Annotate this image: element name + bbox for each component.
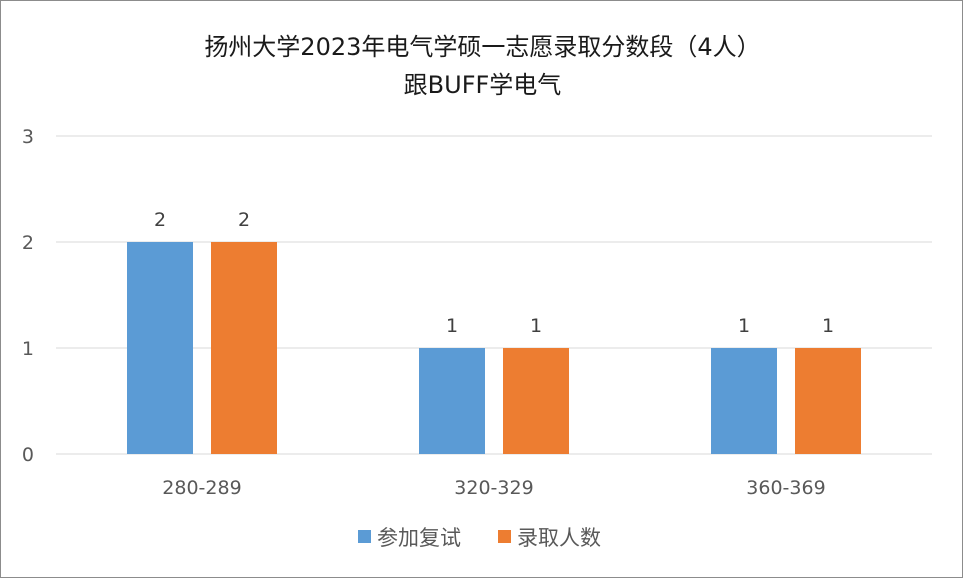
legend-label-2: 录取人数: [517, 526, 601, 550]
x-category-label-2: 320-329: [454, 477, 533, 499]
bar-1-3: [711, 348, 777, 454]
data-label-1-3: 1: [738, 315, 750, 337]
data-label-2-3: 1: [822, 315, 834, 337]
chart-subtitle: 跟BUFF学电气: [403, 71, 562, 99]
bar-2-2: [503, 348, 569, 454]
y-tick-label-1: 1: [22, 338, 34, 360]
data-label-1-2: 1: [446, 315, 458, 337]
chart-title: 扬州大学2023年电气学硕一志愿录取分数段（4人）: [204, 33, 761, 61]
x-category-label-1: 280-289: [162, 477, 241, 499]
bar-2-1: [211, 242, 277, 454]
bar-1-1: [127, 242, 193, 454]
bar-1-2: [419, 348, 485, 454]
data-label-2-1: 2: [238, 209, 250, 231]
data-label-1-1: 2: [154, 209, 166, 231]
x-category-label-3: 360-369: [746, 477, 825, 499]
bar-2-3: [795, 348, 861, 454]
y-tick-label-0: 0: [22, 444, 34, 466]
legend-swatch-2: [498, 530, 511, 543]
legend-swatch-1: [358, 530, 371, 543]
y-tick-label-3: 3: [22, 126, 34, 148]
legend-label-1: 参加复试: [377, 526, 461, 550]
data-label-2-2: 1: [530, 315, 542, 337]
y-tick-label-2: 2: [22, 232, 34, 254]
